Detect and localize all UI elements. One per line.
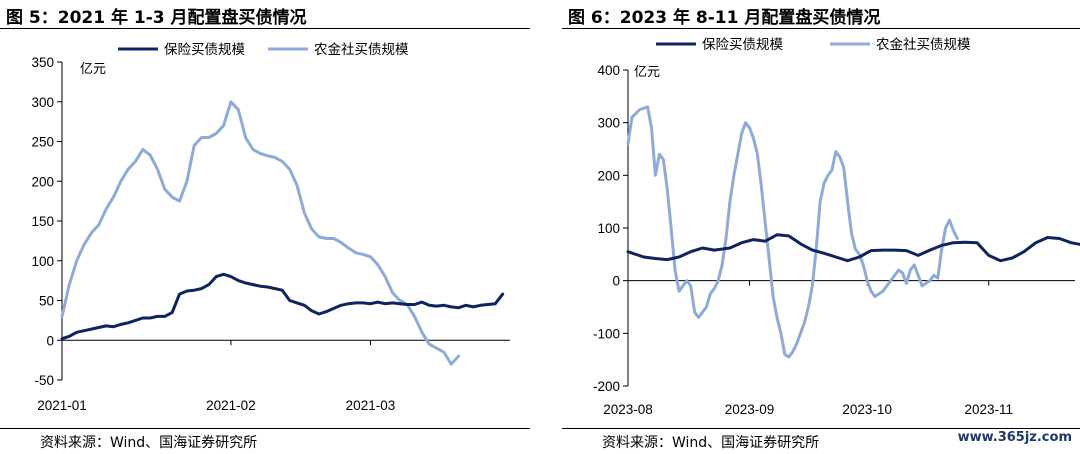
x-tick-label: 2021-02 [206,398,256,413]
x-tick-label: 2023-09 [725,402,775,417]
legend-label-0: 保险买债规模 [702,37,783,53]
y-tick-label: 200 [597,168,620,183]
legend-label-0: 保险买债规模 [164,42,245,58]
watermark: www.365jz.com [957,430,1072,445]
y-tick-label: 350 [31,55,54,70]
figure-6-title: 图 6：2023 年 8-11 月配置盘买债情况 [568,8,881,28]
figure-5-title: 图 5：2021 年 1-3 月配置盘买债情况 [6,8,307,28]
series-line-1 [626,105,959,359]
figure-5-source: 资料来源：Wind、国海证券研究所 [40,435,258,451]
figure-6-top-rule [562,28,1080,29]
figure-5-panel: 图 5：2021 年 1-3 月配置盘买债情况 -50 0 50 100 150 200 2… [0,0,530,454]
figure-6-bottom-rule [562,428,1080,429]
y-tick-label: 400 [597,63,620,78]
figure-5-bottom-rule [0,428,530,429]
y-tick-label: 300 [597,116,620,131]
unit-label: 亿元 [634,65,660,80]
figure-6-source: 资料来源：Wind、国海证券研究所 [602,435,820,451]
y-tick-label: -200 [593,379,620,394]
y-tick-label: 300 [31,95,54,110]
y-tick-label: 200 [31,174,54,189]
unit-label: 亿元 [80,62,106,77]
y-tick-label: 50 [39,294,54,309]
figure-6-chart: -200 -100 0 100 200 300 400 2023-08 2023-09 2023-… [593,37,1080,417]
y-tick-label: 0 [612,274,620,289]
x-tick-label: 2023-08 [603,402,653,417]
legend-label-1: 农金社买债规模 [876,37,971,53]
series-line-0 [60,272,505,341]
figure-6-panel: 图 6：2023 年 8-11 月配置盘买债情况 -200 -100 0 100 200… [562,0,1080,454]
y-tick-label: -50 [34,373,54,388]
y-tick-label: 100 [31,254,54,269]
y-tick-label: 0 [46,333,54,348]
legend-label-1: 农金社买债规模 [314,42,409,58]
x-tick-label: 2023-10 [842,402,892,417]
y-tick-label: -100 [593,326,620,341]
y-tick-label: 250 [31,135,54,150]
x-tick-label: 2023-11 [964,402,1013,417]
figure-5-top-rule [0,28,530,29]
series-line-0 [626,233,1080,263]
x-tick-label: 2021-03 [346,398,396,413]
series-line-1 [60,100,461,366]
x-tick-label: 2021-01 [37,398,87,413]
y-tick-label: 150 [31,214,54,229]
y-tick-label: 100 [597,221,620,236]
figure-5-chart: -50 0 50 100 150 200 250 300 350 2021-01 2021-02 20… [31,42,510,413]
